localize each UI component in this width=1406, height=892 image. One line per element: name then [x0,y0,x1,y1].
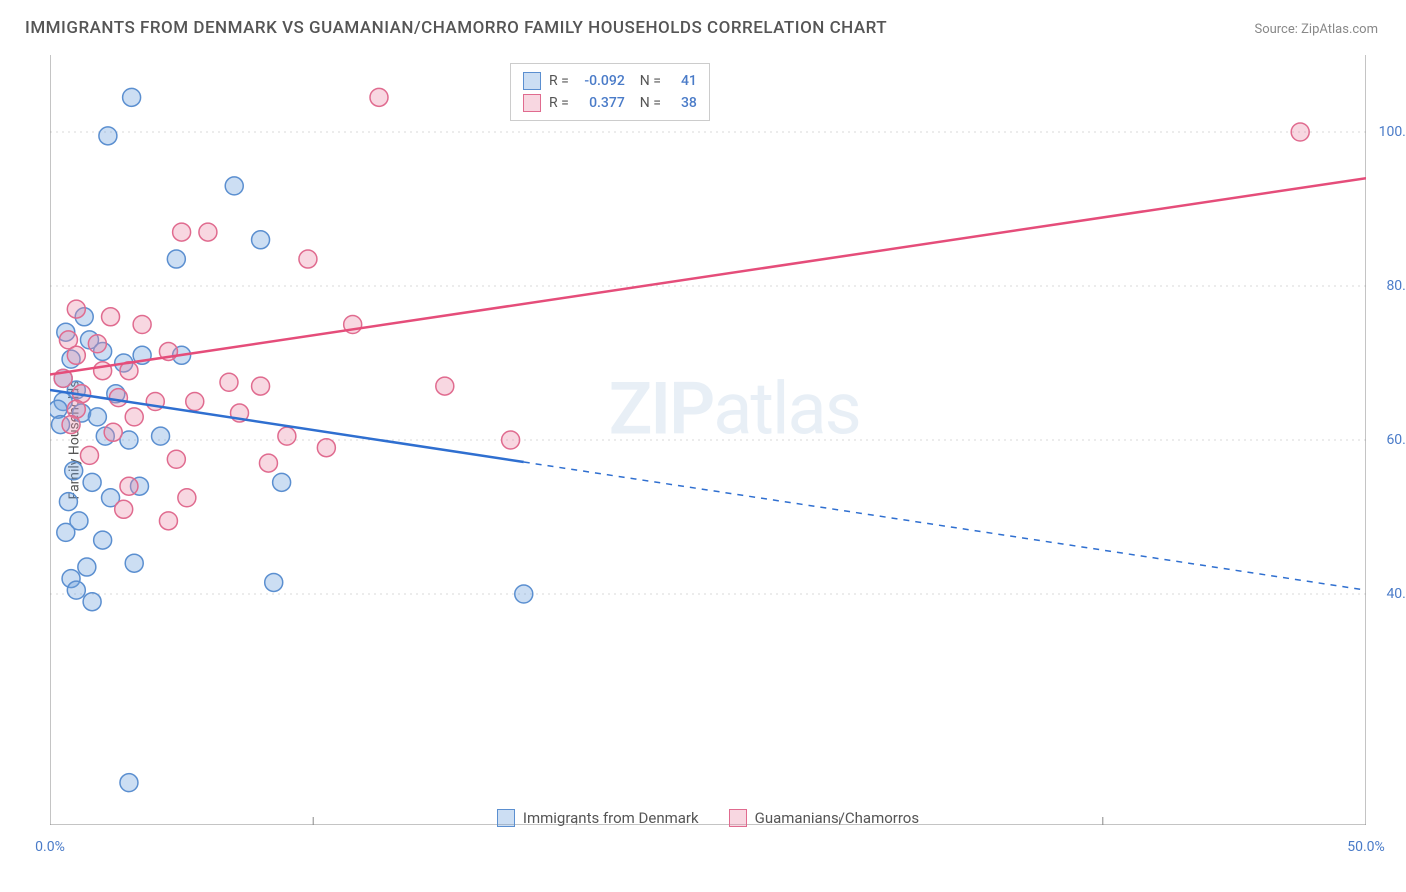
x-tick-label: 0.0% [35,839,65,855]
x-tick-label: 50.0% [1347,839,1385,855]
chart-container: Family Households R = -0.092 N = 41 R = … [50,55,1366,825]
swatch-pink-icon [729,809,747,827]
y-tick-label: 100.0% [1379,124,1406,140]
source-label: Source: ZipAtlas.com [1254,22,1378,37]
swatch-blue-icon [497,809,515,827]
bottom-legend: Immigrants from Denmark Guamanians/Chamo… [50,809,1366,827]
legend-item-blue: Immigrants from Denmark [497,809,699,827]
chart-title: IMMIGRANTS FROM DENMARK VS GUAMANIAN/CHA… [25,18,887,38]
n-label: N = [633,73,661,89]
legend-row-pink: R = 0.377 N = 38 [523,92,697,114]
r-value-pink: 0.377 [577,95,625,111]
swatch-pink-icon [523,94,541,112]
swatch-blue-icon [523,72,541,90]
r-label: R = [549,95,569,111]
legend-label-pink: Guamanians/Chamorros [755,809,919,827]
correlation-legend: R = -0.092 N = 41 R = 0.377 N = 38 [510,63,710,121]
scatter-plot [50,55,1366,825]
y-tick-label: 40.0% [1386,586,1406,602]
n-value-pink: 38 [669,95,697,111]
n-value-blue: 41 [669,73,697,89]
r-label: R = [549,73,569,89]
r-value-blue: -0.092 [577,73,625,89]
legend-item-pink: Guamanians/Chamorros [729,809,919,827]
y-tick-label: 60.0% [1386,432,1406,448]
n-label: N = [633,95,661,111]
legend-row-blue: R = -0.092 N = 41 [523,70,697,92]
legend-label-blue: Immigrants from Denmark [523,809,699,827]
y-tick-label: 80.0% [1386,278,1406,294]
